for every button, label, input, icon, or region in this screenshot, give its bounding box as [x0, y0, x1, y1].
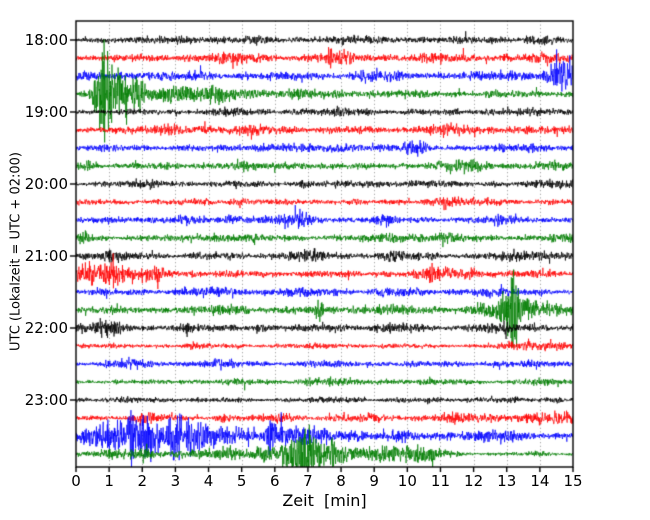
- x-tick-label: 15: [563, 472, 583, 490]
- y-tick-label: 21:00: [24, 247, 68, 265]
- y-tick-label: 23:00: [24, 391, 68, 409]
- x-tick-label: 14: [530, 472, 550, 490]
- x-tick-label: 12: [464, 472, 484, 490]
- x-tick-label: 13: [497, 472, 517, 490]
- x-tick-label: 0: [71, 472, 81, 490]
- x-tick-label: 8: [336, 472, 346, 490]
- x-axis-label: Zeit [min]: [282, 491, 367, 510]
- x-tick-label: 11: [430, 472, 450, 490]
- x-tick-label: 5: [236, 472, 247, 490]
- y-tick-label: 22:00: [24, 319, 68, 337]
- y-tick-label: 20:00: [24, 175, 68, 193]
- x-tick-label: 2: [137, 472, 148, 490]
- x-tick-label: 4: [203, 472, 214, 490]
- x-tick-label: 3: [170, 472, 181, 490]
- x-tick-label: 9: [369, 472, 379, 490]
- x-tick-label: 1: [104, 472, 114, 490]
- x-tick-label: 6: [270, 472, 280, 490]
- x-tick-label: 10: [397, 472, 417, 490]
- y-tick-label: 18:00: [24, 31, 68, 49]
- y-axis-label: UTC (Lokalzeit = UTC + 02:00): [8, 152, 24, 351]
- y-tick-label: 19:00: [24, 103, 68, 121]
- x-tick-label: 7: [303, 472, 313, 490]
